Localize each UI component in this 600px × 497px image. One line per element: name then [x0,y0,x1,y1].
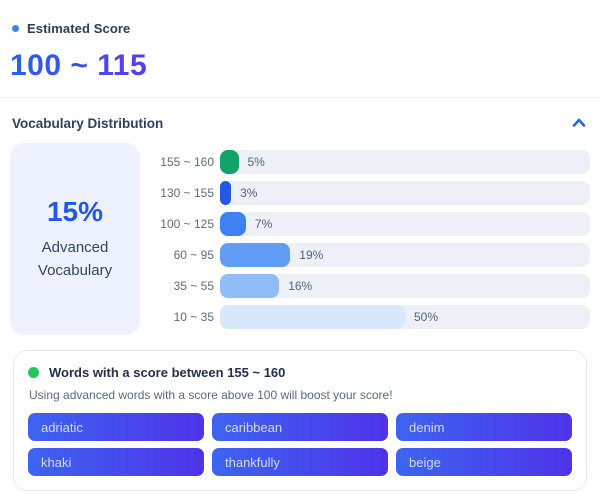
words-card-title-row: Words with a score between 155 ~ 160 [28,365,572,380]
chart-row: 155 ~ 160 5% [150,150,590,174]
word-chip-label: denim [409,419,445,435]
chart-bar-value: 5% [247,155,265,169]
chart-bar-track: 19% [220,243,590,267]
bullet-dot-icon [12,25,19,32]
chart-row-label: 100 ~ 125 [160,217,214,231]
word-chip[interactable]: khaki [28,448,204,476]
advanced-label: Advanced Vocabulary [38,236,112,282]
chart-bar [220,243,291,267]
vocabulary-content: 15% Advanced Vocabulary 155 ~ 160 5% 130 ~… [10,143,590,336]
word-chip[interactable]: adriatic [28,413,204,441]
advanced-label-line1: Advanced [41,239,109,256]
chart-row-label: 35 ~ 55 [173,279,214,293]
chart-bar [220,181,232,205]
chart-row-label: 130 ~ 155 [160,186,214,200]
chart-bar-value: 7% [254,217,273,231]
chart-row: 60 ~ 95 19% [150,243,590,267]
advanced-vocabulary-card: 15% Advanced Vocabulary [10,143,140,335]
words-card-subtitle: Using advanced words with a score above … [29,388,393,402]
chart-bar [220,305,405,329]
word-chip-label: beige [409,454,441,470]
chart-bar-track: 5% [220,150,590,174]
word-chip[interactable]: caribbean [212,413,388,441]
section-divider [0,97,600,98]
chart-bar [220,150,239,174]
chart-bar-track: 3% [220,181,590,205]
chart-row: 100 ~ 125 7% [150,212,590,236]
chart-row: 35 ~ 55 16% [150,274,590,298]
chart-bar-value: 19% [299,248,324,262]
chart-row-label: 155 ~ 160 [160,155,214,169]
word-chip[interactable]: denim [396,413,572,441]
vocabulary-distribution-title: Vocabulary Distribution [12,115,164,131]
words-card-title: Words with a score between 155 ~ 160 [49,365,286,380]
estimated-score-header: Estimated Score [12,21,130,36]
vocabulary-bar-chart: 155 ~ 160 5% 130 ~ 155 3% 100 ~ 125 7% 60 ~ 95… [150,143,590,336]
estimated-score-label: Estimated Score [27,21,131,36]
vocabulary-section-header: Vocabulary Distribution [12,114,588,132]
advanced-words-card: Words with a score between 155 ~ 160 Usi… [13,350,587,491]
advanced-percentage: 15% [46,196,104,227]
advanced-label-line2: Vocabulary [37,262,113,279]
green-dot-icon [28,367,39,378]
estimated-score-value: 100 ~ 115 [10,49,148,82]
word-chips: adriatic caribbean denim khaki thankfully bei… [28,413,572,476]
chart-bar-track: 16% [220,274,590,298]
chart-bar-value: 3% [240,186,258,200]
word-chip-label: caribbean [225,419,283,435]
chart-bar [220,212,246,236]
chart-bar-track: 50% [220,305,590,329]
chevron-up-icon[interactable] [570,114,588,132]
chart-bar-value: 50% [414,310,439,324]
word-chip-label: khaki [41,454,72,470]
chart-row-label: 10 ~ 35 [173,310,214,324]
chart-bar-value: 16% [288,279,313,293]
word-chip-label: adriatic [41,419,83,435]
chart-bar [220,274,280,298]
chart-row: 130 ~ 155 3% [150,181,590,205]
chart-row-label: 60 ~ 95 [173,248,214,262]
word-chip-label: thankfully [225,454,280,470]
chart-row: 10 ~ 35 50% [150,305,590,329]
word-chip[interactable]: beige [396,448,572,476]
word-chip[interactable]: thankfully [212,448,388,476]
chart-bar-track: 7% [220,212,590,236]
